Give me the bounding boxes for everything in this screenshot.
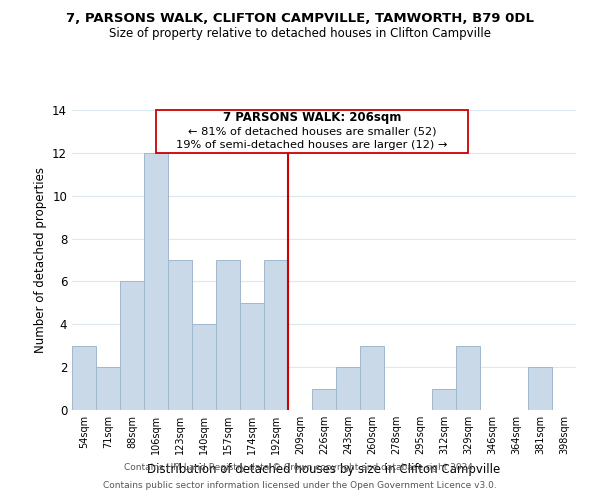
Bar <box>360 346 384 410</box>
Bar <box>336 367 360 410</box>
Text: 7 PARSONS WALK: 206sqm: 7 PARSONS WALK: 206sqm <box>223 111 401 124</box>
Bar <box>264 260 288 410</box>
FancyBboxPatch shape <box>156 110 468 153</box>
Bar <box>456 346 480 410</box>
Bar <box>528 367 552 410</box>
Bar <box>432 388 456 410</box>
Bar <box>240 303 264 410</box>
Bar <box>120 282 144 410</box>
X-axis label: Distribution of detached houses by size in Clifton Campville: Distribution of detached houses by size … <box>148 462 500 475</box>
Text: Contains HM Land Registry data © Crown copyright and database right 2024.: Contains HM Land Registry data © Crown c… <box>124 464 476 472</box>
Text: ← 81% of detached houses are smaller (52): ← 81% of detached houses are smaller (52… <box>188 126 436 136</box>
Text: 19% of semi-detached houses are larger (12) →: 19% of semi-detached houses are larger (… <box>176 140 448 150</box>
Bar <box>144 153 168 410</box>
Bar <box>168 260 192 410</box>
Y-axis label: Number of detached properties: Number of detached properties <box>34 167 47 353</box>
Bar <box>96 367 120 410</box>
Bar <box>312 388 336 410</box>
Text: 7, PARSONS WALK, CLIFTON CAMPVILLE, TAMWORTH, B79 0DL: 7, PARSONS WALK, CLIFTON CAMPVILLE, TAMW… <box>66 12 534 26</box>
Text: Size of property relative to detached houses in Clifton Campville: Size of property relative to detached ho… <box>109 28 491 40</box>
Bar <box>216 260 240 410</box>
Text: Contains public sector information licensed under the Open Government Licence v3: Contains public sector information licen… <box>103 481 497 490</box>
Bar <box>72 346 96 410</box>
Bar <box>192 324 216 410</box>
